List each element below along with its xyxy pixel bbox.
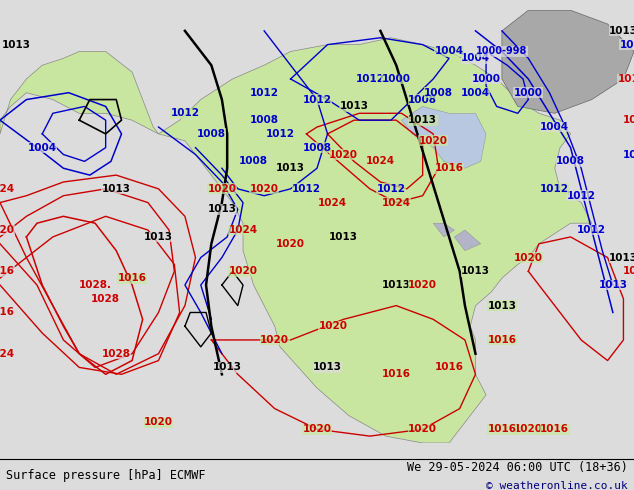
Text: 1004: 1004 xyxy=(434,47,463,56)
Text: 1016-: 1016- xyxy=(618,74,634,84)
Text: 1020: 1020 xyxy=(408,280,437,290)
Text: 1020: 1020 xyxy=(276,239,305,249)
Text: Surface pressure [hPa] ECMWF: Surface pressure [hPa] ECMWF xyxy=(6,469,206,482)
Text: 1020: 1020 xyxy=(514,424,543,434)
Text: 1028: 1028 xyxy=(101,349,131,359)
Polygon shape xyxy=(502,10,634,113)
Text: 1016: 1016 xyxy=(0,308,15,318)
Text: 1012: 1012 xyxy=(377,184,406,194)
Text: 1013: 1013 xyxy=(1,40,30,49)
Text: 1012: 1012 xyxy=(292,184,321,194)
Polygon shape xyxy=(0,51,158,134)
Text: 1013: 1013 xyxy=(609,252,634,263)
Text: © weatheronline.co.uk: © weatheronline.co.uk xyxy=(486,481,628,490)
Text: 1000-998: 1000-998 xyxy=(476,47,527,56)
Text: 1012: 1012 xyxy=(577,225,606,235)
Text: 1024: 1024 xyxy=(382,197,411,208)
Text: 1013: 1013 xyxy=(619,40,634,49)
Text: 1016: 1016 xyxy=(540,424,569,434)
Text: 1020: 1020 xyxy=(514,252,543,263)
Text: 1024: 1024 xyxy=(366,156,395,167)
Text: 1013: 1013 xyxy=(144,232,173,242)
Text: 1020: 1020 xyxy=(302,424,332,434)
Text: 1008: 1008 xyxy=(250,115,279,125)
Text: 1024: 1024 xyxy=(318,197,347,208)
Text: 1020: 1020 xyxy=(329,149,358,160)
Text: 1016: 1016 xyxy=(434,163,463,173)
Polygon shape xyxy=(158,38,592,443)
Text: 1020: 1020 xyxy=(144,417,173,427)
Text: 1013: 1013 xyxy=(212,363,242,372)
Polygon shape xyxy=(433,223,455,237)
Text: 1016: 1016 xyxy=(488,335,517,345)
Text: 1000: 1000 xyxy=(472,74,501,84)
Text: 1020: 1020 xyxy=(418,136,448,146)
Text: 1012: 1012 xyxy=(171,108,200,118)
Text: 1024: 1024 xyxy=(0,349,15,359)
Text: 1020: 1020 xyxy=(318,321,347,331)
Text: 1000: 1000 xyxy=(514,88,543,98)
Text: 1013: 1013 xyxy=(329,232,358,242)
Polygon shape xyxy=(401,106,486,168)
Text: 1020: 1020 xyxy=(228,266,257,276)
Text: 1016: 1016 xyxy=(382,369,411,379)
Text: 1020: 1020 xyxy=(250,184,279,194)
Text: 1008: 1008 xyxy=(424,88,453,98)
Text: 1008: 1008 xyxy=(197,129,226,139)
Text: 1013: 1013 xyxy=(461,266,490,276)
Text: 1016: 1016 xyxy=(434,363,463,372)
Text: 1013: 1013 xyxy=(339,101,368,111)
Text: 1004: 1004 xyxy=(28,143,57,153)
Text: 1016: 1016 xyxy=(0,266,15,276)
Text: 1020: 1020 xyxy=(408,424,437,434)
Text: 1013: 1013 xyxy=(488,300,517,311)
Text: 1013: 1013 xyxy=(101,184,131,194)
Text: 1013: 1013 xyxy=(408,115,437,125)
Text: 1008: 1008 xyxy=(239,156,268,167)
Text: 102: 102 xyxy=(623,115,634,125)
Text: 1024: 1024 xyxy=(228,225,257,235)
Text: 1013: 1013 xyxy=(313,363,342,372)
Text: 1013: 1013 xyxy=(276,163,305,173)
Text: 1020: 1020 xyxy=(0,225,15,235)
Text: 1004: 1004 xyxy=(461,53,490,63)
Text: 1024: 1024 xyxy=(0,184,15,194)
Text: 102: 102 xyxy=(623,266,634,276)
Text: 1012: 1012 xyxy=(250,88,279,98)
Text: 1004: 1004 xyxy=(540,122,569,132)
Text: 1016: 1016 xyxy=(488,424,517,434)
Text: 1012: 1012 xyxy=(302,95,332,104)
Text: 1012: 1012 xyxy=(567,191,596,201)
Text: 1012: 1012 xyxy=(355,74,384,84)
Text: 1013: 1013 xyxy=(382,280,411,290)
Text: 1028.: 1028. xyxy=(79,280,112,290)
Text: 1016: 1016 xyxy=(117,273,146,283)
Text: 1028: 1028 xyxy=(91,294,120,304)
Text: 1020: 1020 xyxy=(207,184,236,194)
Text: 1008: 1008 xyxy=(302,143,332,153)
Text: 1013: 1013 xyxy=(609,26,634,36)
Text: 1012: 1012 xyxy=(266,129,295,139)
Text: 1008: 1008 xyxy=(408,95,437,104)
Text: We 29-05-2024 06:00 UTC (18+36): We 29-05-2024 06:00 UTC (18+36) xyxy=(407,462,628,474)
Text: 1013: 1013 xyxy=(598,280,628,290)
Text: 1020: 1020 xyxy=(260,335,289,345)
Polygon shape xyxy=(455,230,481,251)
Text: 102: 102 xyxy=(623,149,634,160)
Text: 1000: 1000 xyxy=(382,74,411,84)
Text: 1013: 1013 xyxy=(207,204,236,215)
Text: 1008: 1008 xyxy=(556,156,585,167)
Text: 1012: 1012 xyxy=(540,184,569,194)
Text: 1004: 1004 xyxy=(461,88,490,98)
